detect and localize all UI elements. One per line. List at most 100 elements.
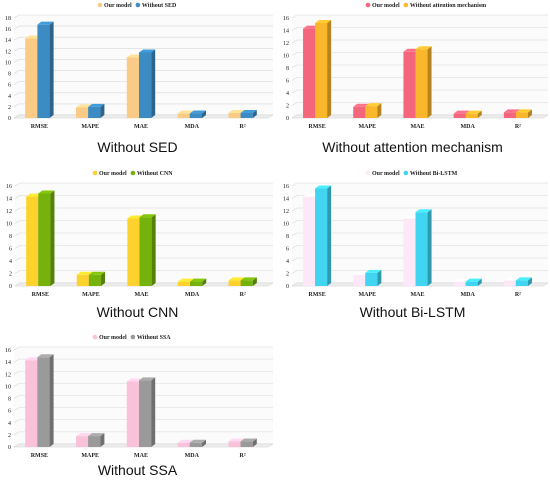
bar-top bbox=[38, 190, 55, 194]
bar-top bbox=[37, 354, 54, 358]
gridline-depth bbox=[291, 182, 298, 187]
gridline-depth bbox=[13, 59, 20, 63]
chart-caption: Without SED bbox=[97, 139, 178, 155]
gridline-depth bbox=[14, 220, 21, 224]
bar-top bbox=[365, 269, 382, 273]
chart-caption: Without attention mechanism bbox=[322, 139, 503, 155]
bar-front bbox=[76, 107, 89, 118]
bar-r²-series-2 bbox=[240, 110, 257, 118]
bar-top bbox=[25, 357, 42, 361]
bar-front bbox=[228, 113, 241, 118]
bar-top bbox=[515, 277, 532, 281]
bar-top bbox=[503, 109, 520, 113]
bar-top bbox=[515, 109, 532, 113]
bar-top bbox=[415, 209, 432, 213]
bar-rmse-series-2 bbox=[37, 354, 54, 447]
bar-front bbox=[303, 28, 316, 118]
gridline-depth bbox=[291, 207, 298, 212]
y-tick-label: 10 bbox=[283, 222, 289, 228]
gridline-depth bbox=[14, 182, 21, 187]
bar-side bbox=[101, 271, 106, 286]
gridline-depth bbox=[13, 431, 20, 436]
bar-side bbox=[202, 278, 207, 286]
y-tick-label: 16 bbox=[6, 184, 12, 190]
legend-marker bbox=[97, 2, 103, 8]
bar-rmse-series-2 bbox=[37, 21, 54, 119]
y-tick-label: 16 bbox=[5, 348, 11, 354]
gridline-depth bbox=[14, 207, 21, 212]
chart-panel-without-cnn: 0 2 4 6 8 10 12 14 16 RMSE MAPE MAE MDA R² Our model Wi… bbox=[0, 162, 275, 322]
gridline-depth bbox=[13, 92, 20, 97]
bar-front bbox=[515, 112, 528, 118]
bar-front bbox=[38, 193, 51, 286]
bar-front bbox=[37, 357, 50, 447]
bar-side bbox=[427, 46, 432, 118]
gridline-depth bbox=[291, 220, 298, 224]
y-tick-label: 6 bbox=[9, 247, 12, 253]
legend-marker bbox=[365, 2, 371, 8]
bar-front bbox=[315, 23, 328, 118]
bar-mda-series-2 bbox=[189, 439, 206, 447]
gridline-depth bbox=[291, 195, 298, 199]
x-tick-label: R² bbox=[240, 453, 246, 459]
legend-label: Without Bi-LSTM bbox=[410, 171, 458, 177]
bar-top bbox=[353, 103, 370, 107]
gridline-depth bbox=[13, 358, 20, 363]
bar-mape-series-2 bbox=[365, 103, 382, 118]
bar-top bbox=[403, 48, 420, 52]
chart-panel-without-attention: 0 2 4 6 8 10 12 14 16 RMSE MAPE MAE MDA R² Our model Wi… bbox=[275, 0, 550, 160]
bar-chart-without-cnn: 0 2 4 6 8 10 12 14 16 RMSE MAPE MAE MDA R² Our model Wi… bbox=[6, 170, 274, 298]
bar-top bbox=[88, 103, 105, 107]
bar-side bbox=[252, 110, 257, 118]
bar-side bbox=[50, 190, 55, 286]
bar-top bbox=[228, 438, 245, 442]
bar-top bbox=[26, 193, 43, 197]
y-tick-label: 6 bbox=[286, 79, 289, 85]
legend-label: Our model bbox=[372, 3, 400, 9]
y-tick-label: 6 bbox=[8, 83, 11, 89]
bar-top bbox=[139, 377, 156, 381]
gridline-depth bbox=[291, 39, 298, 44]
x-tick-label: MDA bbox=[185, 124, 200, 130]
gridline-depth bbox=[13, 70, 20, 74]
bar-top bbox=[88, 271, 106, 275]
y-tick-label: 0 bbox=[8, 116, 11, 122]
y-tick-label: 6 bbox=[286, 247, 289, 253]
bar-front bbox=[76, 436, 89, 447]
x-tick-label: R² bbox=[240, 124, 246, 130]
bar-side bbox=[252, 438, 257, 447]
gridline-depth bbox=[14, 270, 21, 274]
bar-side bbox=[527, 277, 532, 286]
x-tick-label: R² bbox=[515, 292, 521, 298]
x-tick-label: MAPE bbox=[358, 292, 376, 298]
bar-top bbox=[76, 104, 93, 108]
bar-front bbox=[240, 441, 253, 447]
y-tick-label: 18 bbox=[5, 16, 11, 22]
gridline-depth bbox=[14, 245, 21, 249]
bar-top bbox=[465, 110, 482, 114]
bar-front bbox=[228, 441, 241, 447]
gridline-depth bbox=[291, 52, 298, 56]
bar-mape-series-2 bbox=[365, 269, 382, 286]
legend-marker bbox=[92, 334, 98, 340]
bar-top bbox=[453, 110, 470, 114]
bar-r²-series-2 bbox=[240, 438, 257, 447]
bar-mda-series-2 bbox=[465, 278, 482, 286]
x-tick-label: MAE bbox=[134, 124, 148, 130]
bar-front bbox=[127, 218, 140, 286]
bar-top bbox=[177, 110, 194, 114]
chart-caption: Without SSA bbox=[97, 462, 178, 478]
bar-front bbox=[415, 49, 428, 118]
gridline-depth bbox=[13, 346, 20, 351]
x-tick-label: R² bbox=[515, 124, 521, 130]
bar-side bbox=[527, 109, 532, 118]
bar-top bbox=[315, 20, 332, 23]
bar-mae-series-2 bbox=[415, 46, 432, 118]
bar-side bbox=[327, 20, 332, 118]
gridline-depth bbox=[13, 81, 20, 85]
legend-label: Our model bbox=[99, 171, 127, 177]
bar-front bbox=[26, 196, 39, 286]
bar-front bbox=[88, 106, 101, 118]
bar-front bbox=[353, 106, 366, 118]
x-tick-label: RMSE bbox=[308, 124, 325, 130]
